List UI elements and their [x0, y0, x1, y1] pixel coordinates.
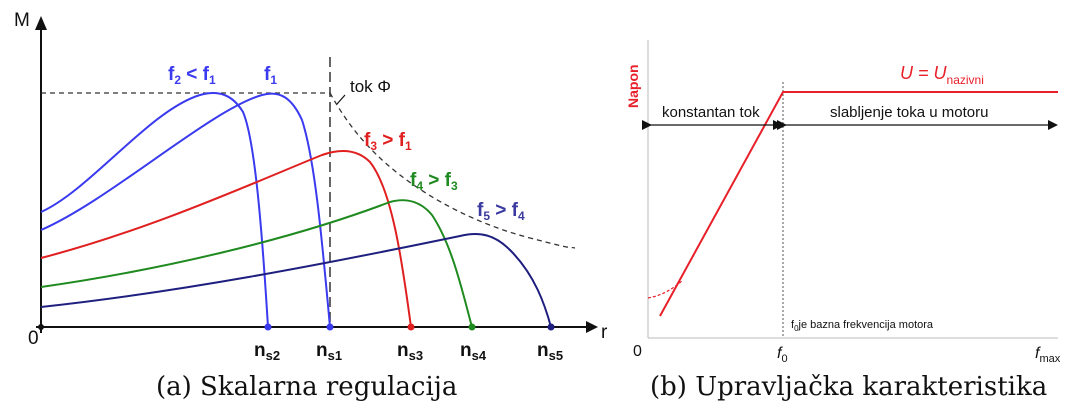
curve-label-f4: f4 > f3 [410, 170, 458, 193]
voltage-label: U = Unazivni [900, 63, 984, 87]
x-tick-fmax: fmax [1035, 345, 1061, 365]
voltage-boost-dashed [647, 279, 684, 299]
panel-b-origin-label: 0 [633, 343, 642, 360]
flux-curve [329, 92, 576, 249]
ns2-label: ns2 [254, 340, 280, 363]
curve-label-f5: f5 > f4 [477, 200, 525, 223]
base-frequency-note: f0je bazna frekvencija motora [791, 319, 934, 333]
panel-b-y-axis-label: Napon [625, 64, 641, 108]
panel-a-origin-label: 0 [28, 328, 39, 349]
panel-b-control-characteristic: Napon 0 U = Unazivni konstantan tok slab… [625, 40, 1061, 365]
ns3-dot [407, 323, 415, 331]
caption-b: (b) Upravljačka karakteristika [650, 372, 1048, 402]
curve-f2 [40, 92, 269, 328]
figure-canvas: M r 0 tok Φ ns2 ns1 ns3 ns4 ns5 f2 < f1 … [14, 10, 1061, 365]
panel-a-x-axis-arrow-icon [586, 321, 598, 333]
region-left-label: konstantan tok [662, 104, 760, 121]
panel-a-scalar-control: M r 0 tok Φ ns2 ns1 ns3 ns4 ns5 f2 < f1 … [14, 10, 608, 363]
curve-f5 [40, 232, 552, 328]
ns5-dot [547, 323, 555, 331]
panel-a-x-axis-label: r [601, 322, 608, 343]
ns5-label: ns5 [537, 340, 563, 363]
ns4-dot [468, 323, 476, 331]
region-right-label: slabljenje toka u motoru [830, 104, 988, 121]
ns1-dot [326, 323, 334, 331]
ns3-label: ns3 [397, 340, 423, 363]
curve-f3 [40, 149, 412, 328]
panel-a-y-axis-label: M [14, 10, 30, 31]
curve-label-f1: f1 [264, 64, 277, 87]
curve-f1 [40, 92, 331, 328]
caption-a: (a) Skalarna regulacija [156, 372, 458, 402]
x-tick-f0: f0 [777, 345, 788, 365]
flux-label-pointer [336, 94, 346, 105]
ns4-label: ns4 [460, 340, 487, 363]
flux-label: tok Φ [350, 77, 391, 96]
curve-label-f2: f2 < f1 [168, 64, 216, 87]
ns1-label: ns1 [316, 340, 342, 363]
ns2-dot [264, 323, 272, 331]
curve-label-f3: f3 > f1 [364, 130, 412, 153]
voltage-curve [659, 91, 1058, 317]
curve-f4 [40, 199, 473, 328]
panel-a-y-axis-arrow-icon [35, 16, 47, 30]
panel-a-origin-dot [38, 324, 44, 330]
